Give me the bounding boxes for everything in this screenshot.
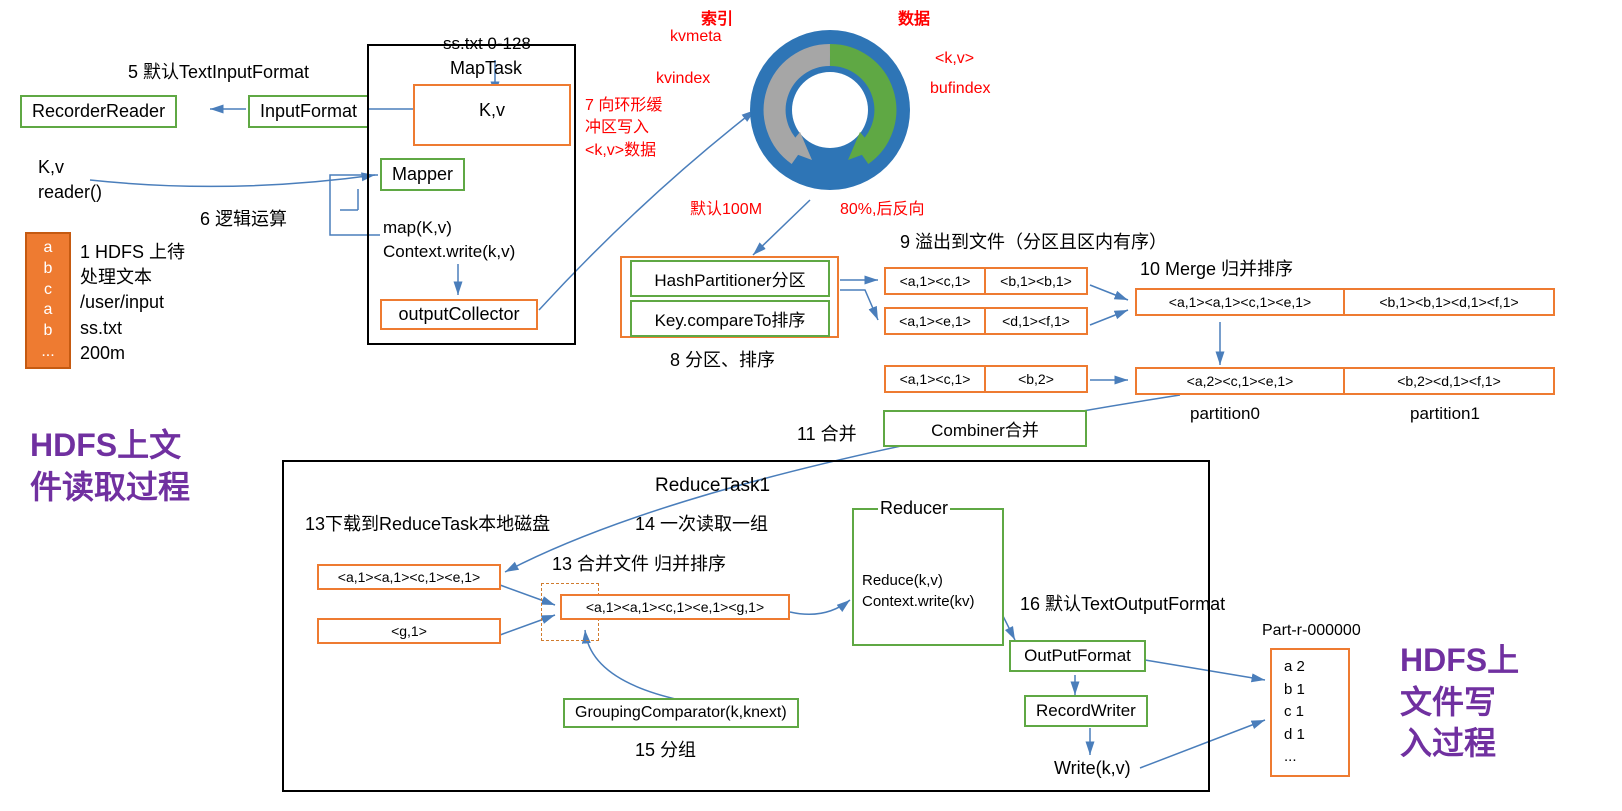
spill-row-2: <a,1><e,1> <d,1><f,1> — [884, 307, 1088, 335]
spill-cell: <a,1><e,1> — [884, 307, 986, 335]
spill-cell: <b,1><b,1> — [986, 267, 1088, 295]
download-box-1: <a,1><a,1><c,1><e,1> — [317, 564, 501, 590]
maptask-title: MapTask — [450, 58, 522, 79]
spill-cell: <a,1><c,1> — [884, 267, 986, 295]
file-row: ... — [41, 342, 54, 363]
spill-row-3: <a,1><c,1> <b,2> — [884, 365, 1088, 393]
file-row: b — [44, 259, 53, 280]
step9-label: 9 溢出到文件（分区且区内有序） — [900, 228, 1167, 254]
hdfs-label-1: 1 HDFS 上待 — [80, 240, 185, 265]
hash-partitioner-box: HashPartitioner分区 — [630, 260, 830, 297]
ring-index-label: 索引 — [701, 5, 733, 29]
step6-label: 6 逻辑运算 — [200, 205, 287, 231]
file-row: a — [44, 300, 53, 321]
partition0-label: partition0 — [1190, 404, 1260, 424]
hdfs-label-2: 处理文本 — [80, 265, 185, 290]
hdfs-file-block: a b c a b ... — [25, 232, 71, 369]
merged-file-box: <a,1><a,1><c,1><e,1><g,1> — [560, 594, 790, 620]
hdfs-label-4: ss.txt — [80, 316, 185, 341]
step13a-label: 13下载到ReduceTask本地磁盘 — [305, 510, 550, 536]
file-range-text: ss.txt 0-128 — [443, 34, 531, 54]
combiner-box: Combiner合并 — [883, 410, 1087, 447]
step5-label: 5 默认TextInputFormat — [128, 58, 309, 84]
purple-title-right: HDFS上 文件写 入过程 — [1400, 640, 1519, 765]
step13b-label: 13 合并文件 归并排序 — [552, 550, 726, 576]
ring-bufindex: bufindex — [930, 80, 991, 98]
spill-cell: <b,2> — [986, 365, 1088, 393]
step8-label: 8 分区、排序 — [670, 346, 775, 372]
hdfs-label: 1 HDFS 上待 处理文本 /user/input ss.txt 200m — [80, 240, 185, 366]
kv-box: K,v — [413, 84, 571, 146]
merge-row-2: <a,2><c,1><e,1> <b,2><d,1><f,1> — [1135, 367, 1555, 395]
reducetask-title: ReduceTask1 — [655, 475, 770, 497]
output-collector-box: outputCollector — [380, 299, 538, 330]
hdfs-label-5: 200m — [80, 341, 185, 366]
merge-cell: <a,1><a,1><c,1><e,1> — [1135, 288, 1345, 316]
part-file-label: Part-r-000000 — [1262, 622, 1361, 640]
ring-default100: 默认100M — [690, 195, 762, 219]
recorder-reader-box: RecorderReader — [20, 95, 177, 128]
partition1-label: partition1 — [1410, 404, 1480, 424]
step15-label: 15 分组 — [635, 736, 696, 762]
reducer-title: Reducer — [878, 498, 950, 519]
step16-label: 16 默认TextOutputFormat — [1020, 590, 1225, 616]
step10-label: 10 Merge 归并排序 — [1140, 255, 1293, 281]
ring-buffer — [730, 20, 930, 200]
spill-row-1: <a,1><c,1> <b,1><b,1> — [884, 267, 1088, 295]
merge-cell: <b,2><d,1><f,1> — [1345, 367, 1555, 395]
step7-label: 7 向环形缓 冲区写入 <k,v>数据 — [585, 95, 662, 162]
ring-kv: <k,v> — [935, 50, 974, 68]
mapper-box: Mapper — [380, 158, 465, 191]
map-call-text: map(K,v) Context.write(k,v) — [383, 216, 515, 264]
purple-title-left: HDFS上文 件读取过程 — [30, 425, 190, 508]
step11-label: 11 合并 — [797, 420, 857, 446]
reduce-call-text: Reduce(k,v) Context.write(kv) — [862, 570, 975, 612]
record-writer-box: RecordWriter — [1024, 695, 1148, 727]
file-row: a — [44, 238, 53, 259]
output-format-box: OutPutFormat — [1009, 640, 1146, 672]
download-box-2: <g,1> — [317, 618, 501, 644]
hdfs-label-3: /user/input — [80, 290, 185, 315]
ring-data-label: 数据 — [898, 5, 930, 29]
merge-cell: <b,1><b,1><d,1><f,1> — [1345, 288, 1555, 316]
spill-cell: <d,1><f,1> — [986, 307, 1088, 335]
write-call-text: Write(k,v) — [1054, 758, 1131, 779]
grouping-comparator-box: GroupingComparator(k,knext) — [563, 698, 799, 728]
merge-row-1: <a,1><a,1><c,1><e,1> <b,1><b,1><d,1><f,1… — [1135, 288, 1555, 316]
output-rows-box: a 2 b 1 c 1 d 1 ... — [1270, 648, 1350, 777]
input-format-box: InputFormat — [248, 95, 369, 128]
compare-to-box: Key.compareTo排序 — [630, 300, 830, 337]
kv-reader-text: K,v reader() — [38, 155, 102, 205]
ring-after80: 80%,后反向 — [840, 195, 924, 219]
file-row: c — [44, 280, 52, 301]
ring-kvmeta: kvmeta — [670, 28, 722, 46]
merge-cell: <a,2><c,1><e,1> — [1135, 367, 1345, 395]
step14-label: 14 一次读取一组 — [635, 510, 768, 536]
ring-kvindex: kvindex — [656, 70, 710, 88]
spill-cell: <a,1><c,1> — [884, 365, 986, 393]
file-row: b — [44, 321, 53, 342]
